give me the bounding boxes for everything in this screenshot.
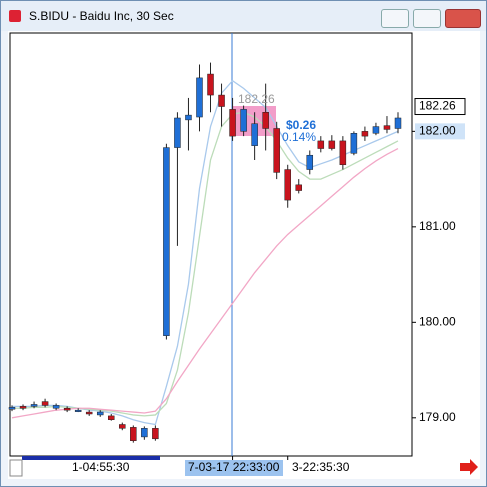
candle-body: [85, 411, 93, 415]
candle-body: [8, 407, 16, 410]
candle-body: [240, 109, 247, 132]
scroll-arrow[interactable]: [460, 459, 478, 475]
candle-body: [30, 404, 38, 407]
y-tick-label: 179.00: [419, 410, 456, 424]
candle-body: [130, 427, 137, 441]
price-marker: [414, 98, 466, 116]
price-marker: [415, 123, 465, 140]
candle-body: [19, 406, 27, 409]
candle-body: [119, 424, 126, 429]
price-marker-label: 182.00: [419, 124, 456, 138]
candle-body: [306, 154, 314, 170]
candle-body: [295, 184, 302, 191]
candle-body: [339, 140, 347, 166]
candle-body: [361, 131, 369, 137]
candle-body: [229, 109, 236, 137]
minimize-button[interactable]: [381, 9, 409, 28]
candle-body: [317, 140, 325, 149]
candle-body: [383, 125, 391, 130]
candle-body: [207, 73, 214, 96]
scroll-button[interactable]: [9, 459, 23, 477]
moving-average-line: [11, 147, 399, 419]
candle-body: [196, 77, 203, 118]
title-bar: S.BIDU - Baidu Inc, 30 Sec: [1, 1, 486, 31]
annotation: 0.14%: [282, 130, 316, 144]
candle-body: [141, 428, 148, 438]
annotation: $0.26: [286, 118, 316, 132]
price-marker-label: 182.26: [419, 99, 456, 113]
scrollbar-thumb[interactable]: [22, 456, 160, 460]
candle-body: [218, 94, 225, 107]
close-button[interactable]: [445, 9, 481, 28]
candle-body: [185, 114, 192, 121]
candle-body: [372, 126, 380, 134]
app-icon: [9, 10, 21, 22]
candle-body: [152, 428, 159, 440]
candle-body: [284, 169, 291, 201]
candle-body: [262, 112, 269, 129]
x-tick-label: 1-04:55:30: [72, 460, 130, 474]
candle-body: [163, 147, 170, 336]
y-tick-label: 180.00: [419, 314, 456, 328]
candle-body: [74, 409, 82, 412]
candle-body: [174, 117, 181, 148]
candle-body: [52, 405, 60, 409]
annotation: 182.26: [238, 92, 275, 106]
candle-body: [251, 123, 258, 146]
x-tick-label: 3-22:35:30: [292, 460, 350, 474]
window-title: S.BIDU - Baidu Inc, 30 Sec: [29, 9, 174, 23]
crosshair-label-bg: [185, 460, 283, 476]
x-tick-label: 7-03-17 22:33:00: [188, 460, 280, 474]
candle-body: [63, 408, 71, 411]
candle-body: [394, 117, 402, 129]
candle-body: [350, 133, 358, 154]
candle-body: [328, 140, 336, 149]
maximize-button[interactable]: [413, 9, 441, 28]
candle-body: [41, 401, 49, 406]
y-tick-label: 181.00: [419, 219, 456, 233]
candle-body: [96, 411, 104, 416]
candle-body: [108, 415, 115, 420]
candle-body: [273, 128, 280, 173]
